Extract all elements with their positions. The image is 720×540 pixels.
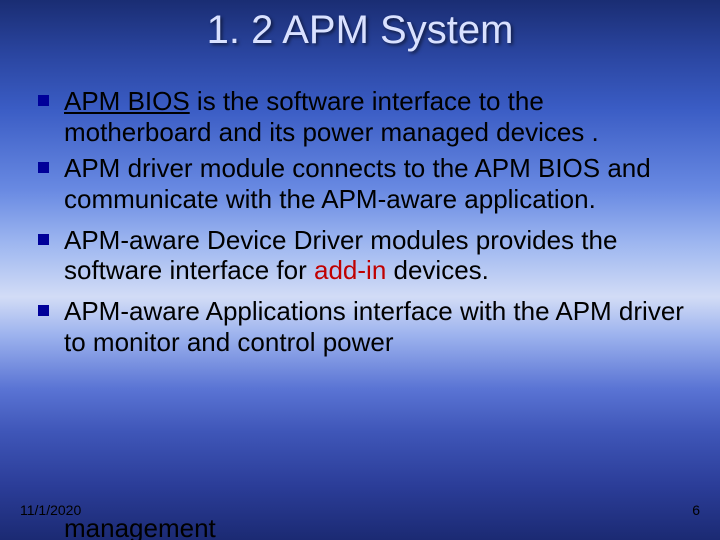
bullet-list: APM BIOS is the software interface to th…	[34, 86, 690, 357]
footer-page-number: 6	[692, 502, 700, 518]
bullet-item: APM-aware Device Driver modules provides…	[34, 225, 690, 286]
footer-date: 11/1/2020	[20, 502, 81, 518]
slide-title: 1. 2 APM System	[0, 8, 720, 53]
text-run: APM driver module connects to the APM BI…	[64, 153, 651, 214]
bullet-item: APM driver module connects to the APM BI…	[34, 153, 690, 214]
slide-body: APM BIOS is the software interface to th…	[34, 86, 690, 367]
text-run: APM BIOS	[64, 86, 190, 116]
bullet-item: APM BIOS is the software interface to th…	[34, 86, 690, 147]
text-run: add-in	[314, 255, 386, 285]
cutoff-text: management	[64, 513, 216, 540]
text-run: devices.	[386, 255, 489, 285]
bullet-item: APM-aware Applications interface with th…	[34, 296, 690, 357]
text-run: APM-aware Applications interface with th…	[64, 296, 684, 357]
slide: 1. 2 APM System APM BIOS is the software…	[0, 0, 720, 540]
